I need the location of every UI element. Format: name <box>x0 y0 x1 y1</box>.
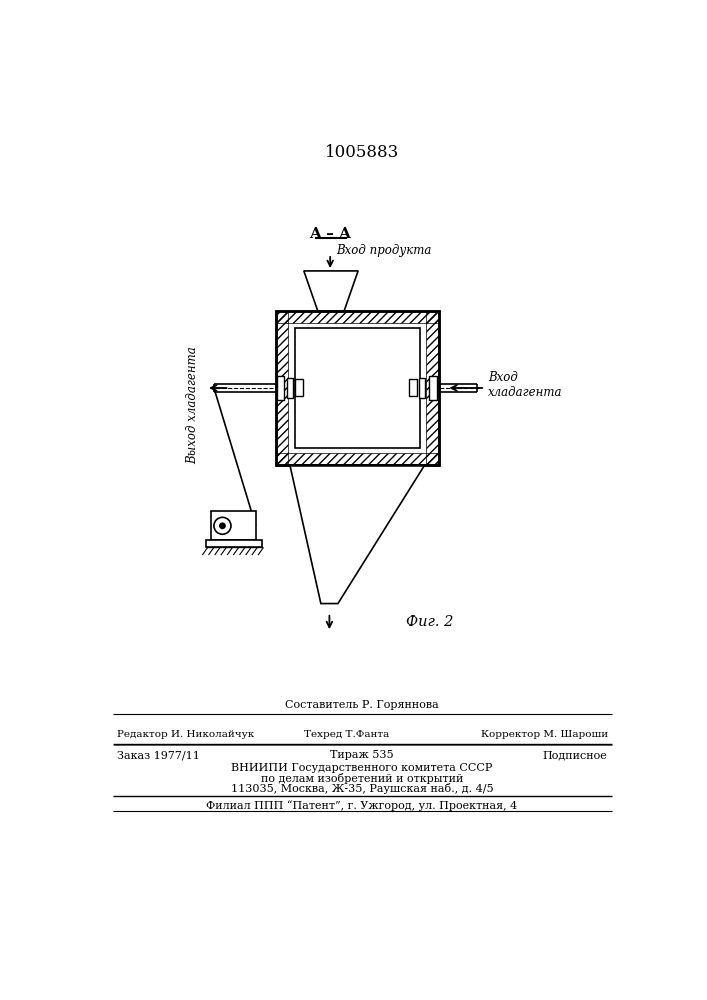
Text: Тираж 535: Тираж 535 <box>330 750 394 760</box>
Bar <box>211 511 256 540</box>
Bar <box>276 311 438 465</box>
Text: Составитель Р. Горяннова: Составитель Р. Горяннова <box>285 700 439 710</box>
Bar <box>296 379 303 396</box>
Text: по делам изобретений и открытий: по делам изобретений и открытий <box>261 773 463 784</box>
Text: Подписное: Подписное <box>543 750 607 760</box>
Text: Фиг. 2: Фиг. 2 <box>406 615 453 629</box>
Text: Выход хладагента: Выход хладагента <box>186 346 199 464</box>
Polygon shape <box>290 465 425 604</box>
Bar <box>276 376 284 400</box>
Bar <box>409 379 417 396</box>
Text: Филиал ППП “Патент”, г. Ужгород, ул. Проектная, 4: Филиал ППП “Патент”, г. Ужгород, ул. Про… <box>206 800 518 811</box>
Text: Заказ 1977/11: Заказ 1977/11 <box>117 750 200 760</box>
Circle shape <box>214 517 231 534</box>
Bar <box>287 378 293 398</box>
Bar <box>206 540 262 547</box>
Bar <box>419 378 425 398</box>
Text: ВНИИПИ Государственного комитета СССР: ВНИИПИ Государственного комитета СССР <box>231 763 493 773</box>
Text: 1005883: 1005883 <box>325 144 399 161</box>
Bar <box>276 453 438 465</box>
Bar <box>276 311 438 323</box>
Text: Вход продукта: Вход продукта <box>337 244 432 257</box>
Text: Техред Т.Фанта: Техред Т.Фанта <box>304 730 389 739</box>
Text: 113035, Москва, Ж-35, Раушская наб., д. 4/5: 113035, Москва, Ж-35, Раушская наб., д. … <box>230 783 493 794</box>
Bar <box>276 311 438 465</box>
Text: Корректор М. Шароши: Корректор М. Шароши <box>481 730 607 739</box>
Text: Редактор И. Николайчук: Редактор И. Николайчук <box>117 730 255 739</box>
Polygon shape <box>304 271 358 311</box>
Circle shape <box>220 523 225 528</box>
Bar <box>295 328 420 448</box>
Bar <box>276 311 288 465</box>
Bar <box>429 376 437 400</box>
Bar <box>426 311 438 465</box>
Text: A – A: A – A <box>309 227 351 241</box>
Text: Вход
хладагента: Вход хладагента <box>489 371 563 399</box>
